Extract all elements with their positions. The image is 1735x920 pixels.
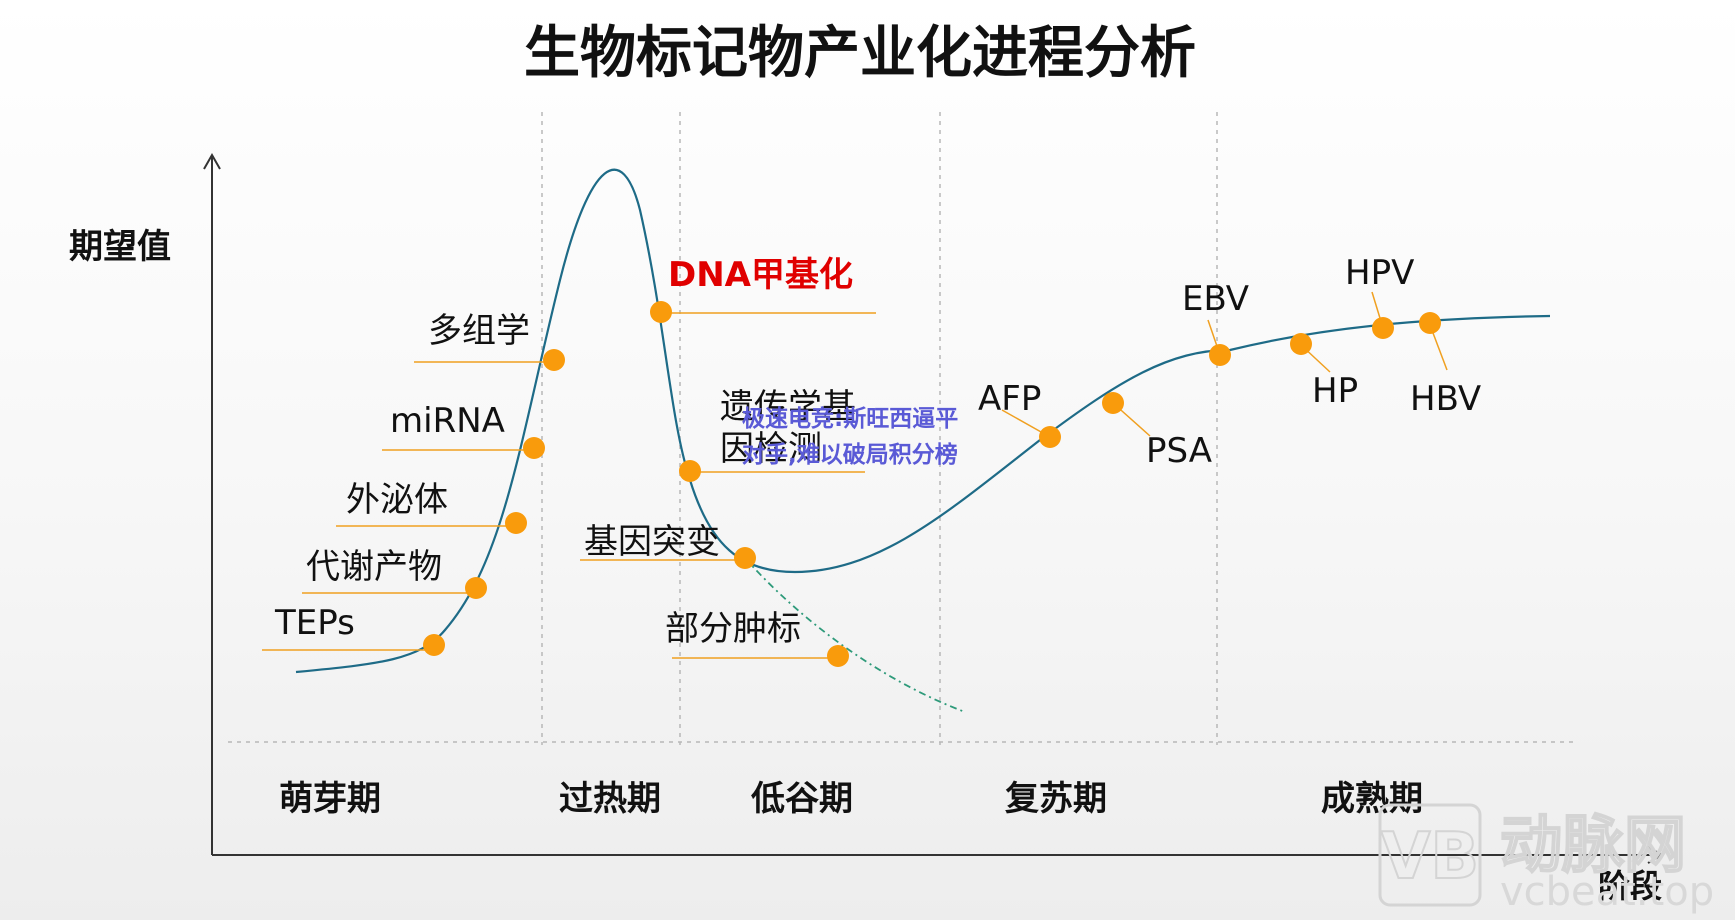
marker-hbv <box>1419 312 1441 334</box>
marker-hp <box>1290 333 1312 355</box>
x-axis-label: 阶段 <box>1598 867 1662 905</box>
label-genetic-testing-line2: 因检测 <box>720 429 822 469</box>
marker-genetic-testing <box>679 460 701 482</box>
label-psa: PSA <box>1146 431 1212 471</box>
marker-teps <box>423 634 445 656</box>
phase-label-trough: 低谷期 <box>751 779 853 819</box>
phase-label-recovery: 复苏期 <box>1005 779 1107 819</box>
phase-label-emergence: 萌芽期 <box>279 779 381 819</box>
axes <box>203 152 1665 864</box>
overlay-text-line1: 极速电竞:斯旺西逼平 <box>742 405 958 432</box>
marker-hpv <box>1372 317 1394 339</box>
watermark-logo-icon <box>1378 803 1482 907</box>
overlay-text-line2: 对手,难以破局积分榜 <box>742 441 958 468</box>
marker-afp <box>1039 426 1061 448</box>
phase-separators <box>541 112 1218 745</box>
marker-mirna <box>523 437 545 459</box>
markers <box>423 301 1441 667</box>
label-gene-mutation: 基因突变 <box>584 522 720 562</box>
watermark: VB 动脉网 vcbeat.top <box>1378 803 1714 915</box>
label-metabolites: 代谢产物 <box>306 547 442 587</box>
phase-label-maturity: 成熟期 <box>1321 779 1423 819</box>
label-tumor-markers: 部分肿标 <box>665 609 801 649</box>
marker-exosome <box>505 512 527 534</box>
watermark-cn: 动脉网 <box>1500 808 1686 881</box>
marker-psa <box>1102 392 1124 414</box>
x-axis-arrow <box>1647 846 1665 864</box>
label-multiomics: 多组学 <box>428 311 530 351</box>
marker-multiomics <box>543 349 565 371</box>
watermark-logo-mark: VB <box>1381 820 1479 894</box>
y-axis-label: 期望值 <box>69 227 171 267</box>
leader-lines <box>262 291 1448 659</box>
label-exosome: 外泌体 <box>346 480 448 520</box>
label-afp: AFP <box>978 379 1041 419</box>
watermark-en: vcbeat.top <box>1500 869 1714 915</box>
label-hpv: HPV <box>1345 253 1414 293</box>
label-teps: TEPs <box>274 603 355 643</box>
y-axis-arrow <box>203 152 221 170</box>
marker-gene-mutation <box>734 547 756 569</box>
label-hp: HP <box>1312 371 1358 411</box>
label-genetic-testing-line1: 遗传学基 <box>720 387 856 427</box>
marker-tumor-markers <box>827 645 849 667</box>
marker-ebv <box>1209 344 1231 366</box>
page-title: 生物标记物产业化进程分析 <box>524 21 1196 86</box>
label-dna-methylation: DNA甲基化 <box>668 255 853 295</box>
label-mirna: miRNA <box>390 401 505 441</box>
label-hbv: HBV <box>1410 379 1481 419</box>
phase-label-hype: 过热期 <box>559 779 661 819</box>
marker-metabolites <box>465 577 487 599</box>
marker-dna-methylation <box>650 301 672 323</box>
label-ebv: EBV <box>1182 279 1249 319</box>
